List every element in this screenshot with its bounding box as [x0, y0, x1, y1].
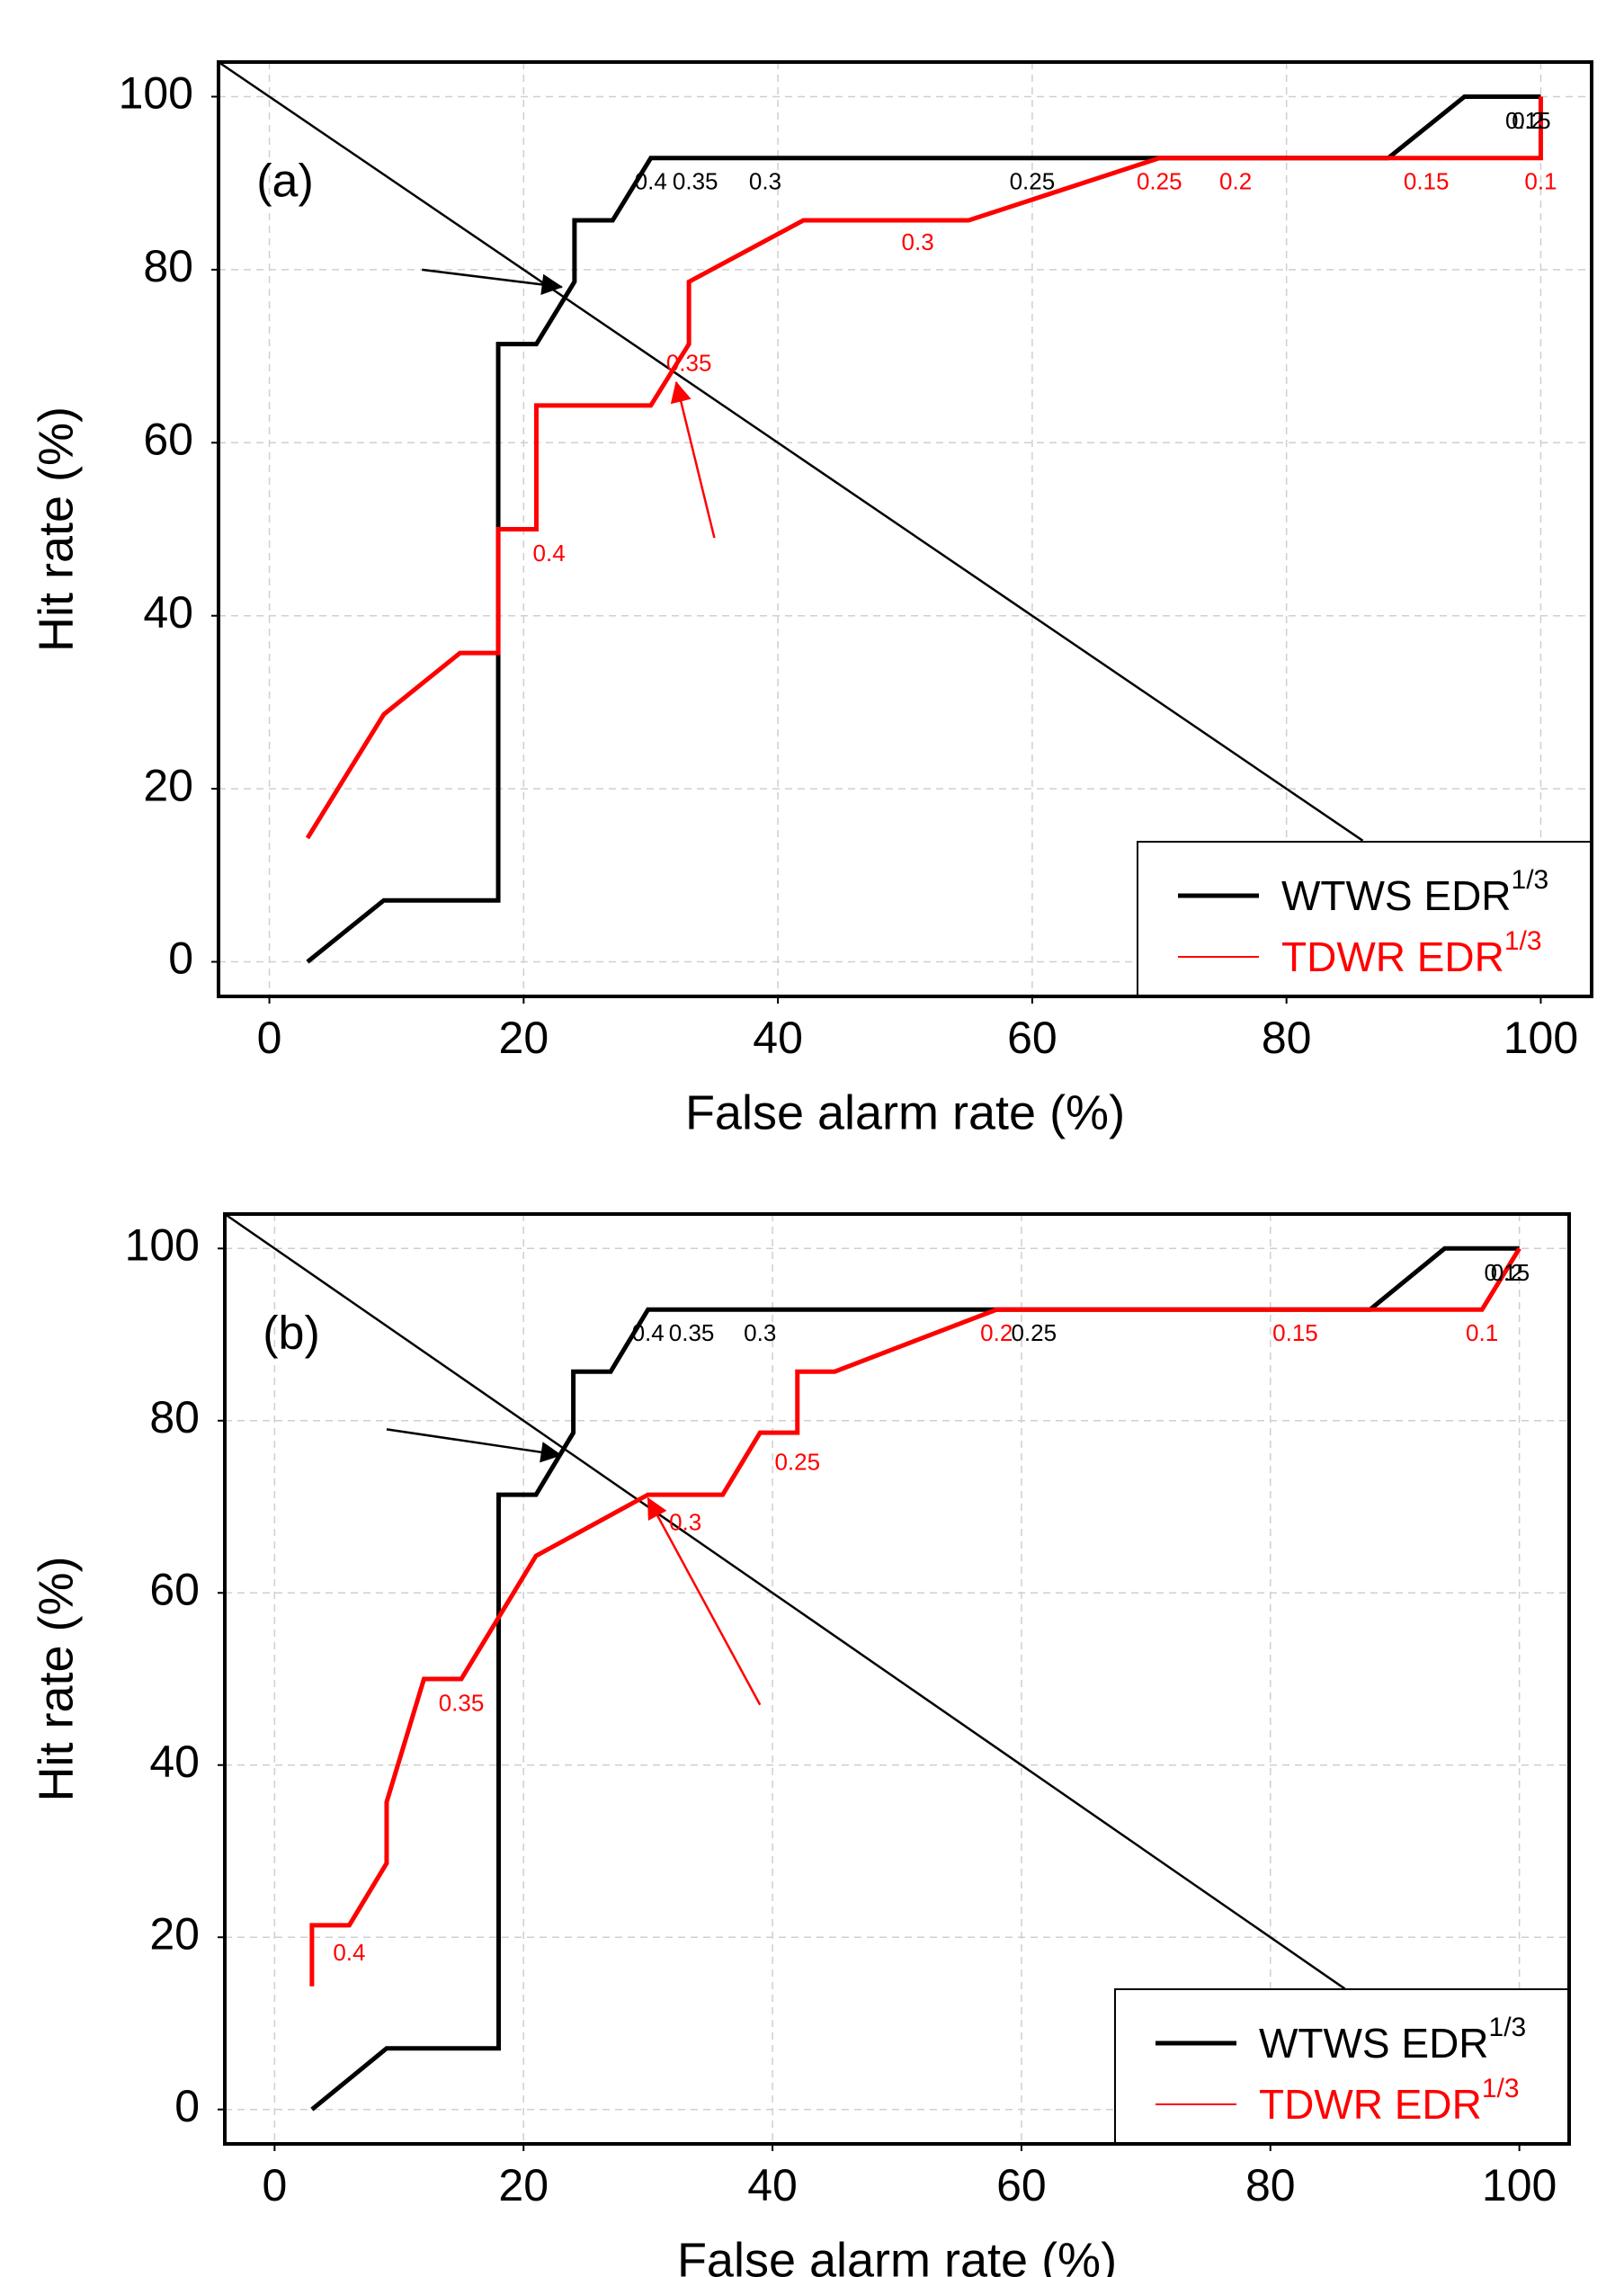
series-line — [305, 96, 1543, 840]
y-tick-label: 40 — [149, 1737, 200, 1787]
threshold-label: 0.25 — [1010, 168, 1056, 195]
threshold-label: 0.2 — [1491, 1259, 1523, 1286]
threshold-label: 0.35 — [669, 1319, 715, 1346]
panel: 0 20 40 60 80 100 0 20 40 60 80 100 False alarm rate… — [29, 60, 1593, 1139]
threshold-label: 0.15 — [1272, 1319, 1318, 1346]
series-line — [306, 94, 1541, 964]
series-line — [309, 1246, 1521, 1987]
legend-label: TDWR EDR1/3 — [1259, 2074, 1520, 2128]
x-axis-label: False alarm rate (%) — [685, 1085, 1125, 1139]
threshold-label: 0.15 — [1505, 107, 1551, 134]
plot-frame — [217, 60, 1593, 998]
legend-superscript: 1/3 — [1489, 2013, 1527, 2042]
threshold-label: 0.2 — [1219, 168, 1252, 195]
series-line — [310, 1246, 1520, 2112]
threshold-label: 0.3 — [749, 168, 781, 195]
y-tick-label: 60 — [149, 1564, 200, 1614]
y-tick-label: 20 — [149, 1908, 200, 1959]
panel-label: (a) — [256, 156, 314, 208]
legend-name: WTWS EDR — [1259, 2020, 1489, 2067]
x-tick-label: 40 — [753, 1013, 803, 1063]
threshold-label: 0.4 — [635, 168, 667, 195]
x-tick-label: 60 — [996, 2160, 1047, 2210]
arrow — [670, 380, 716, 539]
threshold-label: 0.1 — [1524, 168, 1557, 195]
x-tick-label: 100 — [1482, 2160, 1557, 2210]
legend-name: TDWR EDR — [1281, 933, 1504, 980]
y-tick-label: 80 — [143, 241, 193, 291]
legend-label: WTWS EDR1/3 — [1259, 2013, 1526, 2067]
x-tick-label: 20 — [499, 1013, 549, 1063]
threshold-label: 0.35 — [439, 1690, 485, 1717]
threshold-label: 0.3 — [902, 228, 934, 255]
legend-box — [1137, 841, 1593, 997]
legend-superscript: 1/3 — [1512, 865, 1549, 895]
threshold-label: 0.4 — [533, 540, 566, 567]
threshold-label: 0.35 — [673, 168, 718, 195]
threshold-label: 0.1 — [1466, 1319, 1498, 1346]
threshold-label: 0.15 — [1404, 168, 1450, 195]
threshold-label: 0.25 — [1011, 1319, 1057, 1346]
y-tick-label: 100 — [119, 68, 193, 119]
y-tick-label: 80 — [149, 1392, 200, 1442]
panel-label: (b) — [263, 1308, 320, 1360]
x-axis-label: False alarm rate (%) — [677, 2233, 1117, 2277]
plot-area — [219, 62, 1543, 964]
threshold-label: 0.25 — [774, 1449, 820, 1476]
x-tick-label: 20 — [498, 2160, 549, 2210]
x-tick-label: 80 — [1262, 1013, 1312, 1063]
threshold-label: 0.3 — [744, 1319, 776, 1346]
threshold-label: 0.15 — [1484, 1259, 1530, 1286]
y-axis-label: Hit rate (%) — [29, 1556, 83, 1801]
x-tick-label: 100 — [1504, 1013, 1578, 1063]
reference-line — [225, 1214, 1346, 1990]
threshold-label: 0.3 — [669, 1509, 701, 1536]
threshold-label: 0.2 — [1512, 107, 1544, 134]
legend-superscript: 1/3 — [1504, 926, 1542, 956]
y-tick-label: 20 — [143, 760, 193, 810]
x-tick-label: 40 — [747, 2160, 798, 2210]
arrow — [647, 1496, 762, 1706]
threshold-label: 0.35 — [666, 350, 712, 377]
threshold-label: 0.25 — [1137, 168, 1182, 195]
legend-name: WTWS EDR — [1281, 872, 1512, 919]
y-axis-label: Hit rate (%) — [29, 406, 83, 652]
y-tick-label: 0 — [174, 2081, 200, 2131]
plot-frame — [223, 1212, 1571, 2146]
legend-box — [1114, 1988, 1570, 2145]
reference-line — [219, 62, 1364, 842]
legend-label: TDWR EDR1/3 — [1281, 926, 1542, 980]
legend-superscript: 1/3 — [1482, 2074, 1520, 2103]
y-tick-label: 40 — [143, 587, 193, 638]
threshold-label: 0.2 — [980, 1319, 1013, 1346]
y-tick-label: 60 — [143, 414, 193, 464]
x-tick-label: 0 — [257, 1013, 282, 1063]
threshold-label: 0.4 — [333, 1939, 365, 1966]
x-tick-label: 0 — [262, 2160, 287, 2210]
y-tick-label: 100 — [125, 1219, 200, 1270]
plot-area — [225, 1214, 1521, 2112]
y-tick-label: 0 — [168, 933, 193, 984]
legend-label: WTWS EDR1/3 — [1281, 865, 1548, 919]
x-tick-label: 60 — [1007, 1013, 1057, 1063]
panel: 0 20 40 60 80 100 0 20 40 60 80 100 False alarm rate… — [29, 1212, 1571, 2277]
arrow — [386, 1428, 563, 1463]
arrow — [422, 268, 564, 295]
x-tick-label: 80 — [1245, 2160, 1296, 2210]
legend-name: TDWR EDR — [1259, 2081, 1482, 2128]
threshold-label: 0.4 — [632, 1319, 665, 1346]
